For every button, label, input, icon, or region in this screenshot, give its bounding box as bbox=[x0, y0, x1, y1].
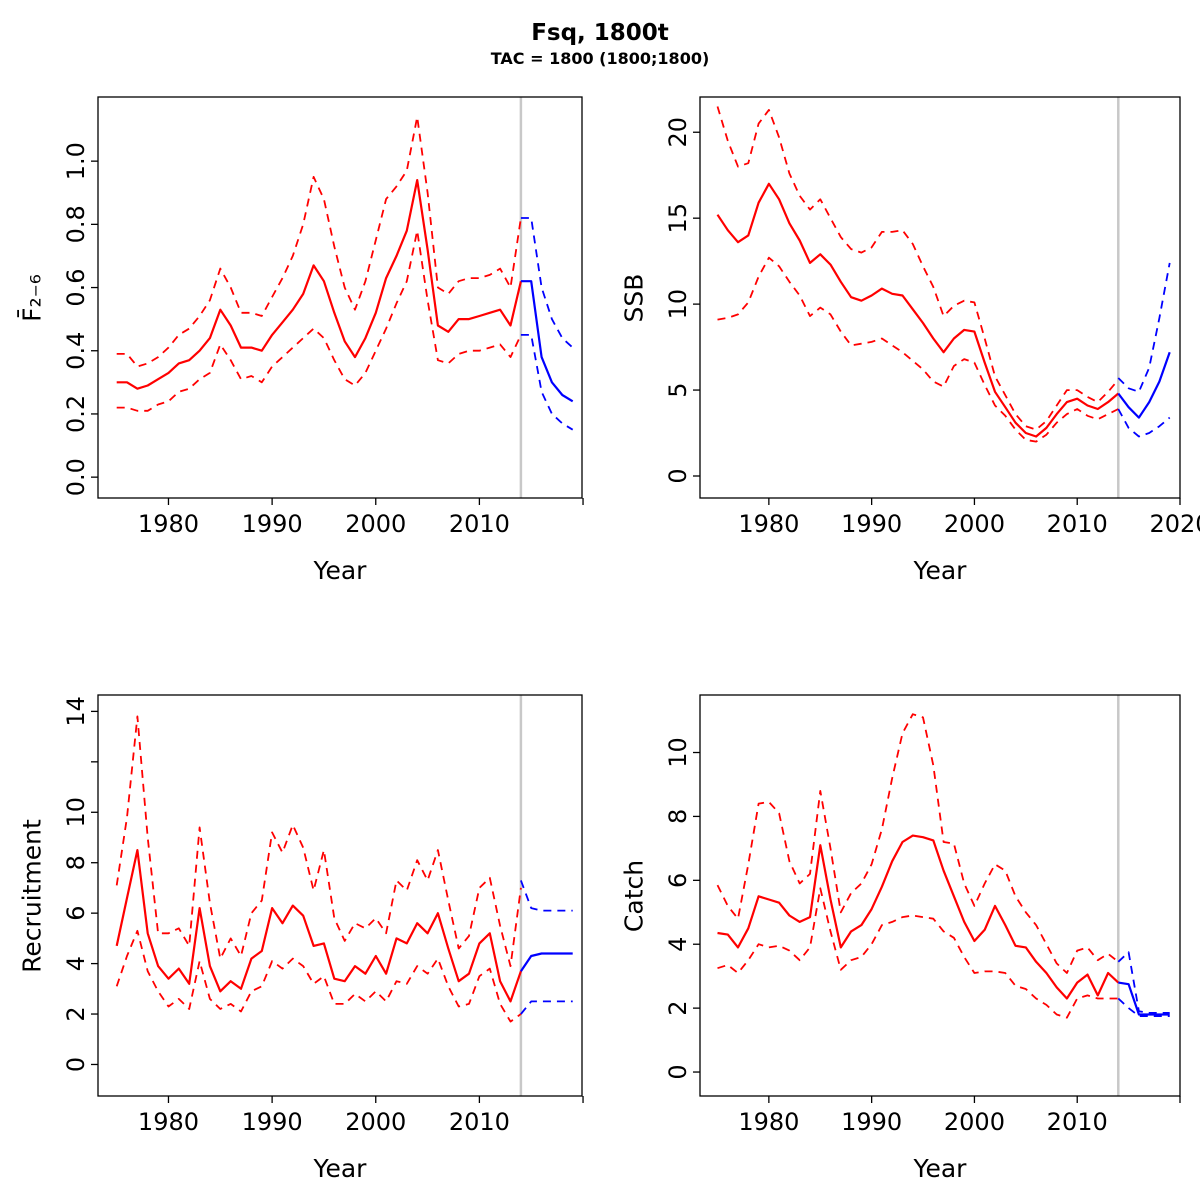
svg-text:2000: 2000 bbox=[345, 1108, 406, 1136]
fbar-panel: F̄₂₋₆ 1980 1990 2000 2010 0.0 0.2 0.4 0.6 0.8 1.0… bbox=[18, 96, 584, 585]
svg-text:0: 0 bbox=[664, 1064, 692, 1079]
svg-text:0.2: 0.2 bbox=[62, 395, 90, 433]
svg-text:0.4: 0.4 bbox=[62, 332, 90, 370]
svg-text:0.0: 0.0 bbox=[62, 458, 90, 496]
svg-text:2000: 2000 bbox=[944, 510, 1005, 538]
catch-y-axis-label: Catch bbox=[619, 859, 649, 932]
svg-text:1990: 1990 bbox=[242, 1108, 303, 1136]
svg-text:8: 8 bbox=[664, 809, 692, 824]
svg-text:10: 10 bbox=[664, 289, 692, 320]
svg-text:2000: 2000 bbox=[944, 1108, 1005, 1136]
svg-text:0: 0 bbox=[664, 468, 692, 483]
svg-text:20: 20 bbox=[664, 117, 692, 148]
svg-text:10: 10 bbox=[664, 737, 692, 768]
svg-text:4: 4 bbox=[664, 937, 692, 952]
svg-text:6: 6 bbox=[62, 906, 90, 921]
svg-text:2010: 2010 bbox=[1047, 1108, 1108, 1136]
svg-text:1980: 1980 bbox=[138, 510, 199, 538]
svg-text:0.8: 0.8 bbox=[62, 205, 90, 243]
svg-text:2010: 2010 bbox=[449, 510, 510, 538]
chart-title: Fsq, 1800t bbox=[531, 20, 669, 46]
catch-x-axis-label: Year bbox=[913, 1154, 967, 1183]
svg-text:1.0: 1.0 bbox=[62, 142, 90, 180]
svg-text:4: 4 bbox=[62, 956, 90, 971]
catch-chart-svg: 1980 1990 2000 2010 0 2 4 6 8 10 bbox=[664, 694, 1181, 1136]
recruitment-chart-svg: 1980 1990 2000 2010 0 2 4 6 8 10 14 bbox=[62, 694, 584, 1136]
svg-text:0.6: 0.6 bbox=[62, 268, 90, 306]
svg-text:1990: 1990 bbox=[841, 1108, 902, 1136]
ssb-x-axis-label: Year bbox=[913, 556, 967, 585]
svg-text:1980: 1980 bbox=[138, 1108, 199, 1136]
svg-text:2: 2 bbox=[664, 1000, 692, 1015]
svg-text:0: 0 bbox=[62, 1057, 90, 1072]
svg-text:1990: 1990 bbox=[841, 510, 902, 538]
svg-text:14: 14 bbox=[62, 696, 90, 727]
svg-text:1980: 1980 bbox=[738, 510, 799, 538]
svg-text:2: 2 bbox=[62, 1006, 90, 1021]
recruitment-panel: Recruitment 1980 1990 2000 2010 0 2 4 6 8 10 14 Ye… bbox=[18, 694, 584, 1183]
svg-text:15: 15 bbox=[664, 203, 692, 234]
svg-text:2000: 2000 bbox=[345, 510, 406, 538]
recruitment-x-axis-label: Year bbox=[313, 1154, 367, 1183]
catch-panel: Catch 1980 1990 2000 2010 0 2 4 6 8 10 Year bbox=[620, 694, 1181, 1183]
fbar-chart-svg: 1980 1990 2000 2010 0.0 0.2 0.4 0.6 0.8 1.0 bbox=[62, 96, 584, 538]
recruitment-y-axis-label: Recruitment bbox=[17, 818, 47, 973]
ssb-y-axis-label: SSB bbox=[619, 273, 649, 322]
svg-text:1990: 1990 bbox=[242, 510, 303, 538]
svg-text:2010: 2010 bbox=[449, 1108, 510, 1136]
fbar-x-axis-label: Year bbox=[313, 556, 367, 585]
svg-text:6: 6 bbox=[664, 873, 692, 888]
svg-text:10: 10 bbox=[62, 797, 90, 828]
fbar-y-axis-label: F̄₂₋₆ bbox=[17, 273, 47, 322]
svg-text:1980: 1980 bbox=[738, 1108, 799, 1136]
svg-text:5: 5 bbox=[664, 382, 692, 397]
svg-text:8: 8 bbox=[62, 855, 90, 870]
chart-subtitle: TAC = 1800 (1800;1800) bbox=[490, 49, 710, 68]
svg-text:2010: 2010 bbox=[1047, 510, 1108, 538]
